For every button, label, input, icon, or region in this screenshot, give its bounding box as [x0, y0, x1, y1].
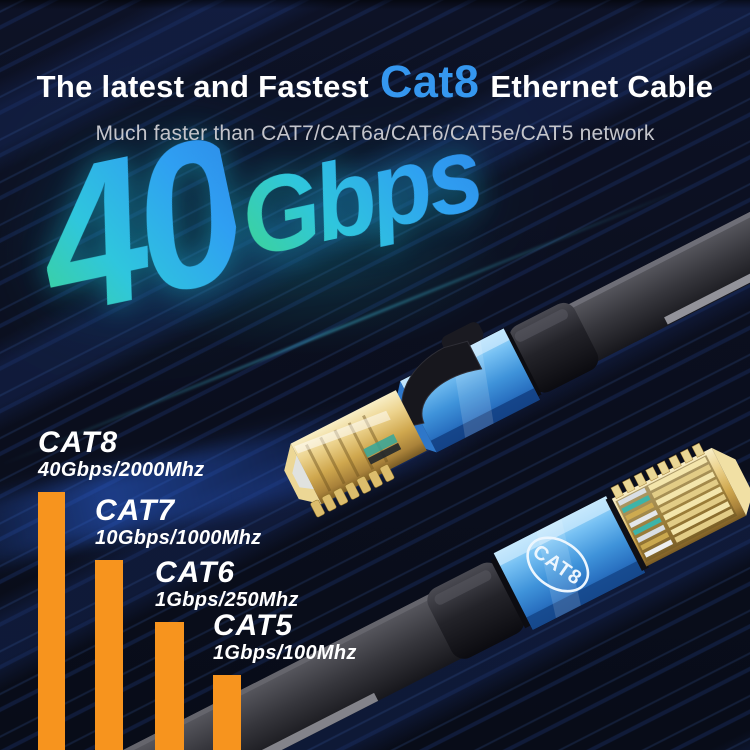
wire-ends [617, 487, 674, 558]
bar-spec: 10Gbps/1000Mhz [95, 527, 262, 549]
bar-cat7 [95, 560, 123, 750]
bar-label-cat8: CAT8 40Gbps/2000Mhz [38, 428, 298, 482]
connector-bottom: CAT8 [113, 442, 750, 750]
strain-relief-boot [427, 562, 525, 659]
bar-category: CAT5 [213, 609, 294, 643]
gold-tip [610, 442, 750, 567]
shell-gold-seam [605, 496, 650, 571]
bar-category: CAT6 [155, 556, 236, 590]
title-prefix: The latest and Fastest [36, 69, 369, 104]
blue-shell-bottom [493, 496, 646, 630]
bar-cat5 [213, 675, 241, 750]
bar-label-cat6: CAT6 1Gbps/250Mhz [155, 558, 415, 612]
flat-cable-top [541, 166, 750, 376]
latch-clip [401, 322, 484, 428]
bar-label-cat5: CAT5 1Gbps/100Mhz [213, 611, 473, 665]
page-title: The latest and Fastest Cat8 Ethernet Cab… [0, 56, 750, 108]
bar-spec: 1Gbps/100Mhz [213, 642, 357, 664]
tip-teeth [610, 442, 705, 500]
connector-top [284, 166, 750, 518]
bar-spec: 1Gbps/250Mhz [155, 589, 299, 611]
title-highlight-cat8: Cat8 [379, 56, 480, 107]
bar-label-cat7: CAT7 10Gbps/1000Mhz [95, 496, 355, 550]
bar-category: CAT7 [95, 494, 176, 528]
plug-teeth [310, 464, 395, 518]
gold-contacts [647, 456, 734, 543]
shell-boot-seam [490, 556, 534, 629]
title-suffix: Ethernet Cable [490, 69, 714, 104]
bar-cat8 [38, 492, 65, 750]
bar-spec: 40Gbps/2000Mhz [38, 459, 205, 481]
bar-cat6 [155, 622, 184, 750]
bar-category: CAT8 [38, 426, 119, 460]
strain-relief-boot [509, 302, 599, 393]
gold-plug [284, 390, 427, 518]
flat-cable-bottom [113, 576, 496, 750]
subtitle: Much faster than CAT7/CAT6a/CAT6/CAT5e/C… [95, 122, 655, 145]
